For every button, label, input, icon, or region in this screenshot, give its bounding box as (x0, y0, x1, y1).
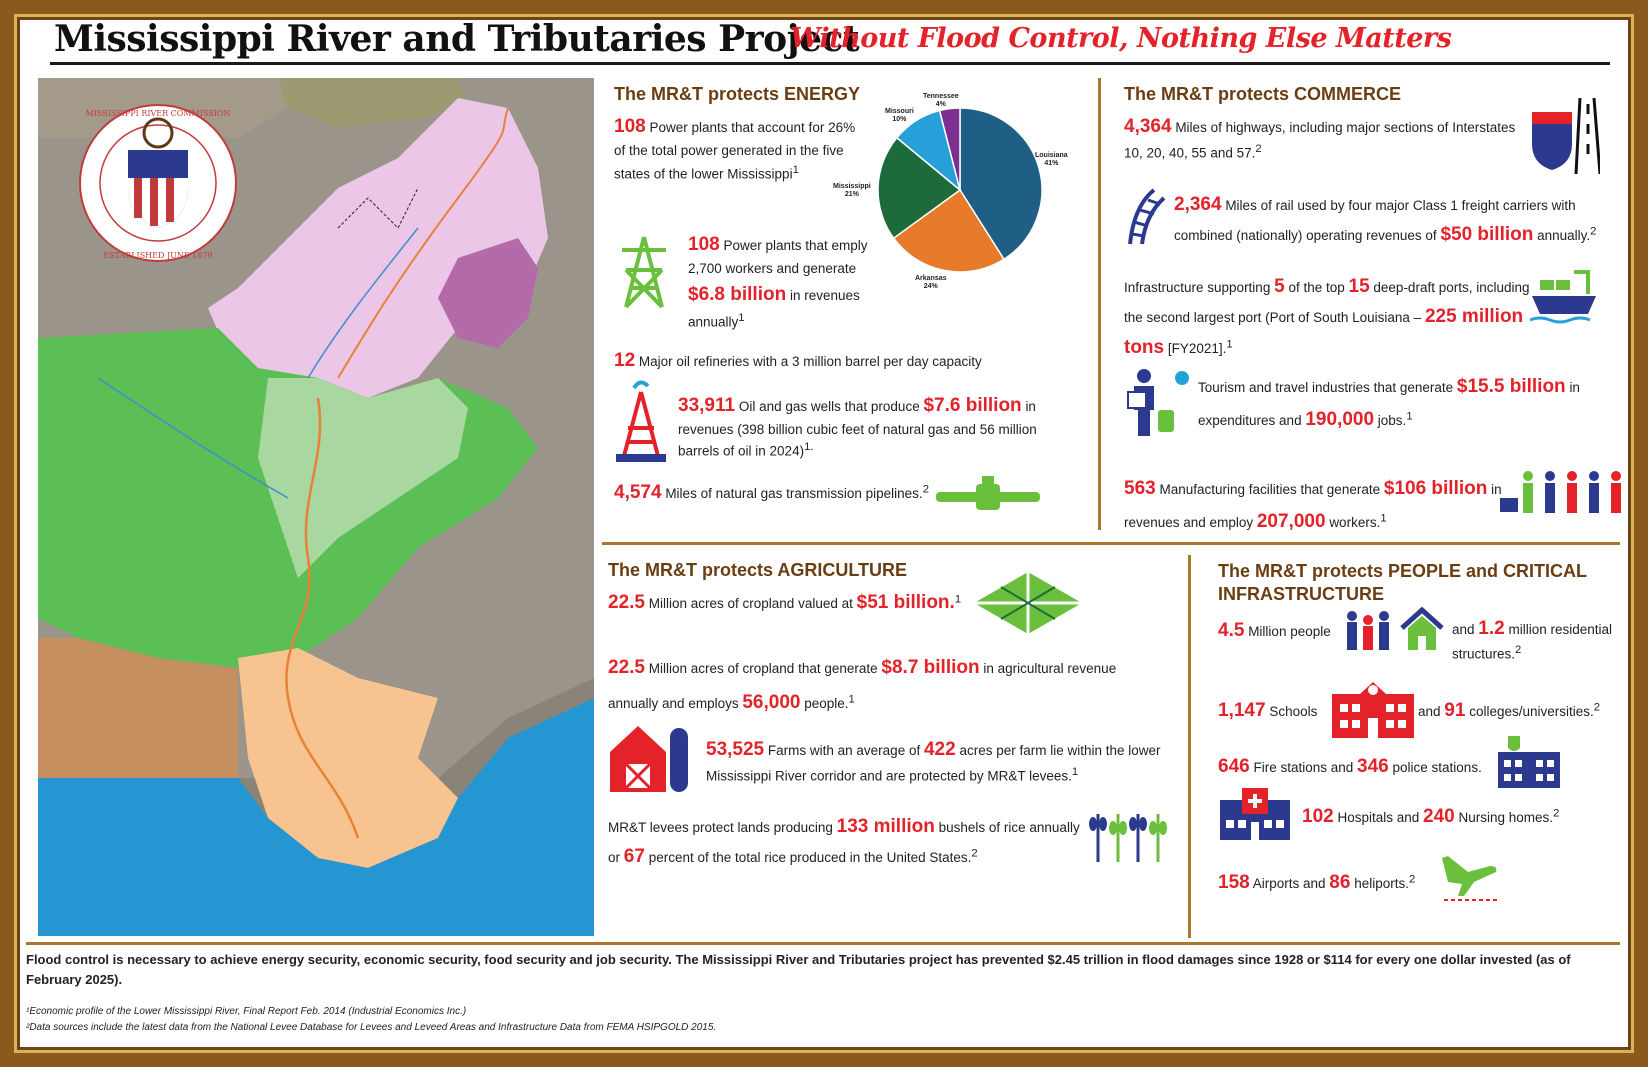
pie-slice-tennessee (938, 107, 961, 191)
pie-label-tennessee: Tennessee 4% (923, 93, 959, 108)
page-title: Mississippi River and Tributaries Projec… (54, 18, 860, 60)
railroad-icon (1128, 188, 1166, 245)
people-item-1b: and 1.2 million residential structures.2 (1452, 618, 1613, 662)
agriculture-item-1: 22.5 Million acres of cropland valued at… (608, 592, 962, 613)
divider-mid (602, 542, 1620, 545)
agriculture-item-2: 22.5 Million acres of cropland that gene… (608, 657, 1117, 714)
police-station-icon (1498, 736, 1560, 788)
footnote-1: ¹Economic profile of the Lower Mississip… (26, 1006, 467, 1017)
pie-slice-mississippi (877, 136, 962, 240)
divider-footer (26, 942, 1620, 945)
commerce-item-2: 2,364 Miles of rail used by four major C… (1174, 194, 1597, 246)
pie-label-missouri: Missouri 10% (885, 108, 914, 123)
seal-text-top: MISSISSIPPI RIVER COMMISSION (86, 109, 231, 118)
interstate-highway-icon (1532, 98, 1600, 174)
footer-summary: Flood control is necessary to achieve en… (26, 952, 1571, 987)
cropland-icon (974, 572, 1082, 634)
footnote-2: ²Data sources include the latest data fr… (26, 1022, 717, 1033)
pie-label-arkansas: Arkansas 24% (915, 275, 947, 290)
commission-seal: MISSISSIPPI RIVER COMMISSION ESTABLISHED… (79, 104, 237, 262)
commerce-item-5: 563 Manufacturing facilities that genera… (1124, 478, 1502, 533)
hospital-icon (1220, 788, 1290, 840)
pipeline-icon (936, 476, 1040, 510)
pie-label-louisiana: Louisiana 41% (1035, 152, 1068, 167)
barn-icon (610, 726, 688, 792)
seal-text-bottom: ESTABLISHED JUNE 1879 (103, 251, 212, 260)
agriculture-item-3: 53,525 Farms with an average of 422 acre… (706, 739, 1161, 784)
energy-item-5: 4,574 Miles of natural gas transmission … (614, 482, 929, 503)
house-icon (1400, 606, 1444, 650)
basin-map: MISSISSIPPI RIVER COMMISSION ESTABLISHED… (38, 78, 594, 936)
page-subtitle: Without Flood Control, Nothing Else Matt… (790, 23, 1452, 54)
people-item-2b: and 91 colleges/universities.2 (1418, 700, 1601, 721)
agriculture-heading: The MR&T protects AGRICULTURE (608, 560, 907, 580)
school-icon (1332, 682, 1414, 738)
commerce-item-4: Tourism and travel industries that gener… (1198, 376, 1580, 431)
title-row: Mississippi River and Tributaries Projec… (50, 18, 1610, 64)
divider-ag-people (1188, 555, 1191, 938)
power-share-pie (877, 107, 1043, 273)
airplane-icon (1442, 856, 1500, 901)
rice-icon (1089, 814, 1167, 862)
tourism-icon (1127, 369, 1189, 436)
energy-item-2: 108 Power plants that emply 2,700 worker… (688, 234, 868, 330)
pie-label-mississippi: Mississippi 21% (833, 183, 871, 198)
divider-energy-commerce (1098, 78, 1101, 530)
energy-item-4: 33,911 Oil and gas wells that produce $7… (678, 395, 1037, 459)
people-heading: The MR&T protects PEOPLE and CRITICAL IN… (1218, 561, 1587, 604)
pie-slice-arkansas (892, 188, 1005, 273)
commerce-item-1: 4,364 Miles of highways, including major… (1124, 116, 1516, 161)
commerce-item-3: Infrastructure supporting 5 of the top 1… (1124, 276, 1530, 358)
oil-rig-icon (616, 380, 666, 462)
cargo-ship-icon (1530, 270, 1596, 324)
energy-item-1: 108 Power plants that account for 26% of… (614, 116, 856, 182)
power-tower-icon (622, 236, 666, 309)
people-item-2a: 1,147 Schools (1218, 700, 1318, 721)
commerce-heading: The MR&T protects COMMERCE (1124, 84, 1402, 104)
title-rule (50, 62, 1610, 65)
agriculture-item-4: MR&T levees protect lands producing 133 … (608, 816, 1080, 868)
people-icon (1347, 611, 1389, 650)
people-item-3: 646 Fire stations and 346 police station… (1218, 756, 1482, 777)
people-item-4: 102 Hospitals and 240 Nursing homes.2 (1302, 806, 1560, 827)
energy-heading: The MR&T protects ENERGY (614, 84, 861, 104)
people-item-5: 158 Airports and 86 heliports.2 (1218, 872, 1416, 893)
people-item-1a: 4.5 Million people (1218, 620, 1331, 641)
energy-item-3: 12 Major oil refineries with a 3 million… (614, 350, 982, 371)
workers-icon (1500, 471, 1621, 513)
